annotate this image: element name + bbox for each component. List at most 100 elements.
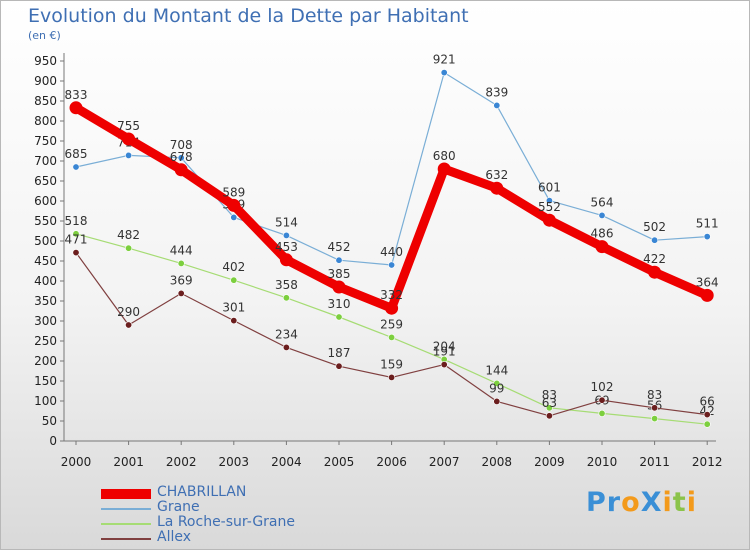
x-tick-label: 2009: [534, 455, 565, 469]
data-label-allex: 187: [328, 346, 351, 360]
legend-swatch: [101, 538, 151, 540]
y-tick-label: 600: [34, 194, 57, 208]
data-point-la-roche-sur-grane: [125, 244, 133, 252]
data-point-la-roche-sur-grane: [598, 409, 606, 417]
data-point-la-roche-sur-grane: [72, 230, 80, 238]
data-point-la-roche-sur-grane: [282, 294, 290, 302]
y-tick-label: 950: [34, 54, 57, 68]
data-point-la-roche-sur-grane: [703, 420, 711, 428]
y-tick-label: 700: [34, 154, 57, 168]
data-label-la-roche-sur-grane: 444: [170, 243, 193, 257]
x-tick-label: 2000: [61, 455, 92, 469]
data-label-chabrillan: 678: [170, 150, 193, 164]
data-point-la-roche-sur-grane: [230, 276, 238, 284]
chart-title: Evolution du Montant de la Dette par Hab…: [28, 5, 469, 27]
data-point-grane: [545, 197, 553, 205]
data-point-allex: [177, 289, 185, 297]
y-tick-label: 50: [42, 414, 57, 428]
x-tick-label: 2001: [113, 455, 144, 469]
data-label-la-roche-sur-grane: 402: [222, 260, 245, 274]
data-label-chabrillan: 589: [222, 185, 245, 199]
logo-letter: i: [686, 487, 697, 518]
data-label-grane: 685: [65, 147, 88, 161]
data-point-allex: [72, 249, 80, 257]
data-point-allex: [388, 373, 396, 381]
data-point-chabrillan: [69, 101, 83, 115]
data-label-allex: 191: [433, 345, 456, 359]
legend-label: CHABRILLAN: [157, 484, 247, 500]
x-tick-label: 2011: [639, 455, 670, 469]
data-point-la-roche-sur-grane: [651, 415, 659, 423]
x-tick-label: 2010: [587, 455, 618, 469]
data-label-la-roche-sur-grane: 83: [542, 388, 557, 402]
data-label-grane: 564: [591, 195, 614, 209]
data-point-chabrillan: [122, 132, 136, 146]
data-point-chabrillan: [437, 162, 451, 176]
data-label-allex: 290: [117, 305, 140, 319]
data-label-allex: 66: [700, 395, 715, 409]
data-label-la-roche-sur-grane: 204: [433, 339, 456, 353]
data-label-la-roche-sur-grane: 144: [485, 363, 508, 377]
y-tick-label: 750: [34, 134, 57, 148]
data-point-grane: [230, 213, 238, 221]
y-tick-label: 850: [34, 94, 57, 108]
data-label-allex: 301: [222, 301, 245, 315]
data-point-chabrillan: [542, 213, 556, 227]
data-point-la-roche-sur-grane: [177, 259, 185, 267]
data-label-la-roche-sur-grane: 518: [65, 214, 88, 228]
data-point-allex: [282, 343, 290, 351]
data-label-grane: 511: [696, 217, 719, 231]
data-point-chabrillan: [648, 265, 662, 279]
x-tick-label: 2006: [376, 455, 407, 469]
chart-subtitle: (en €): [28, 29, 61, 42]
data-point-allex: [703, 411, 711, 419]
data-label-allex: 63: [542, 396, 557, 410]
x-tick-label: 2003: [219, 455, 250, 469]
data-label-grane: 601: [538, 181, 561, 195]
legend-swatch: [101, 489, 151, 499]
data-point-allex: [230, 317, 238, 325]
data-label-chabrillan: 486: [591, 227, 614, 241]
y-tick-label: 800: [34, 114, 57, 128]
legend-label: La Roche-sur-Grane: [157, 514, 295, 530]
logo-letter: r: [606, 487, 622, 518]
y-tick-label: 200: [34, 354, 57, 368]
data-label-grane: 452: [328, 240, 351, 254]
data-point-chabrillan: [174, 163, 188, 177]
data-label-la-roche-sur-grane: 310: [328, 297, 351, 311]
x-tick-label: 2004: [271, 455, 302, 469]
y-tick-label: 300: [34, 314, 57, 328]
data-point-chabrillan: [700, 288, 714, 302]
data-label-la-roche-sur-grane: 482: [117, 228, 140, 242]
legend-label: Allex: [157, 529, 192, 545]
data-point-grane: [335, 256, 343, 264]
data-point-grane: [388, 261, 396, 269]
data-label-la-roche-sur-grane: 358: [275, 278, 298, 292]
y-tick-label: 550: [34, 214, 57, 228]
y-tick-label: 350: [34, 294, 57, 308]
data-point-allex: [598, 396, 606, 404]
data-point-grane: [703, 233, 711, 241]
data-point-chabrillan: [595, 240, 609, 254]
data-point-grane: [440, 69, 448, 77]
data-label-grane: 839: [485, 85, 508, 99]
data-label-allex: 471: [65, 233, 88, 247]
y-tick-label: 450: [34, 254, 57, 268]
logo-letter: o: [621, 487, 641, 518]
data-point-allex: [493, 397, 501, 405]
logo-letter: P: [586, 487, 607, 518]
legend-swatch: [101, 508, 151, 510]
data-label-chabrillan: 453: [275, 240, 298, 254]
data-point-la-roche-sur-grane: [335, 313, 343, 321]
y-tick-label: 900: [34, 74, 57, 88]
data-label-grane: 502: [643, 220, 666, 234]
logo-letter: t: [672, 487, 687, 518]
data-point-chabrillan: [279, 253, 293, 267]
data-label-chabrillan: 680: [433, 149, 456, 163]
legend-label: Grane: [157, 499, 200, 515]
data-label-chabrillan: 385: [328, 267, 351, 281]
x-tick-label: 2005: [324, 455, 355, 469]
data-label-chabrillan: 364: [696, 275, 719, 289]
